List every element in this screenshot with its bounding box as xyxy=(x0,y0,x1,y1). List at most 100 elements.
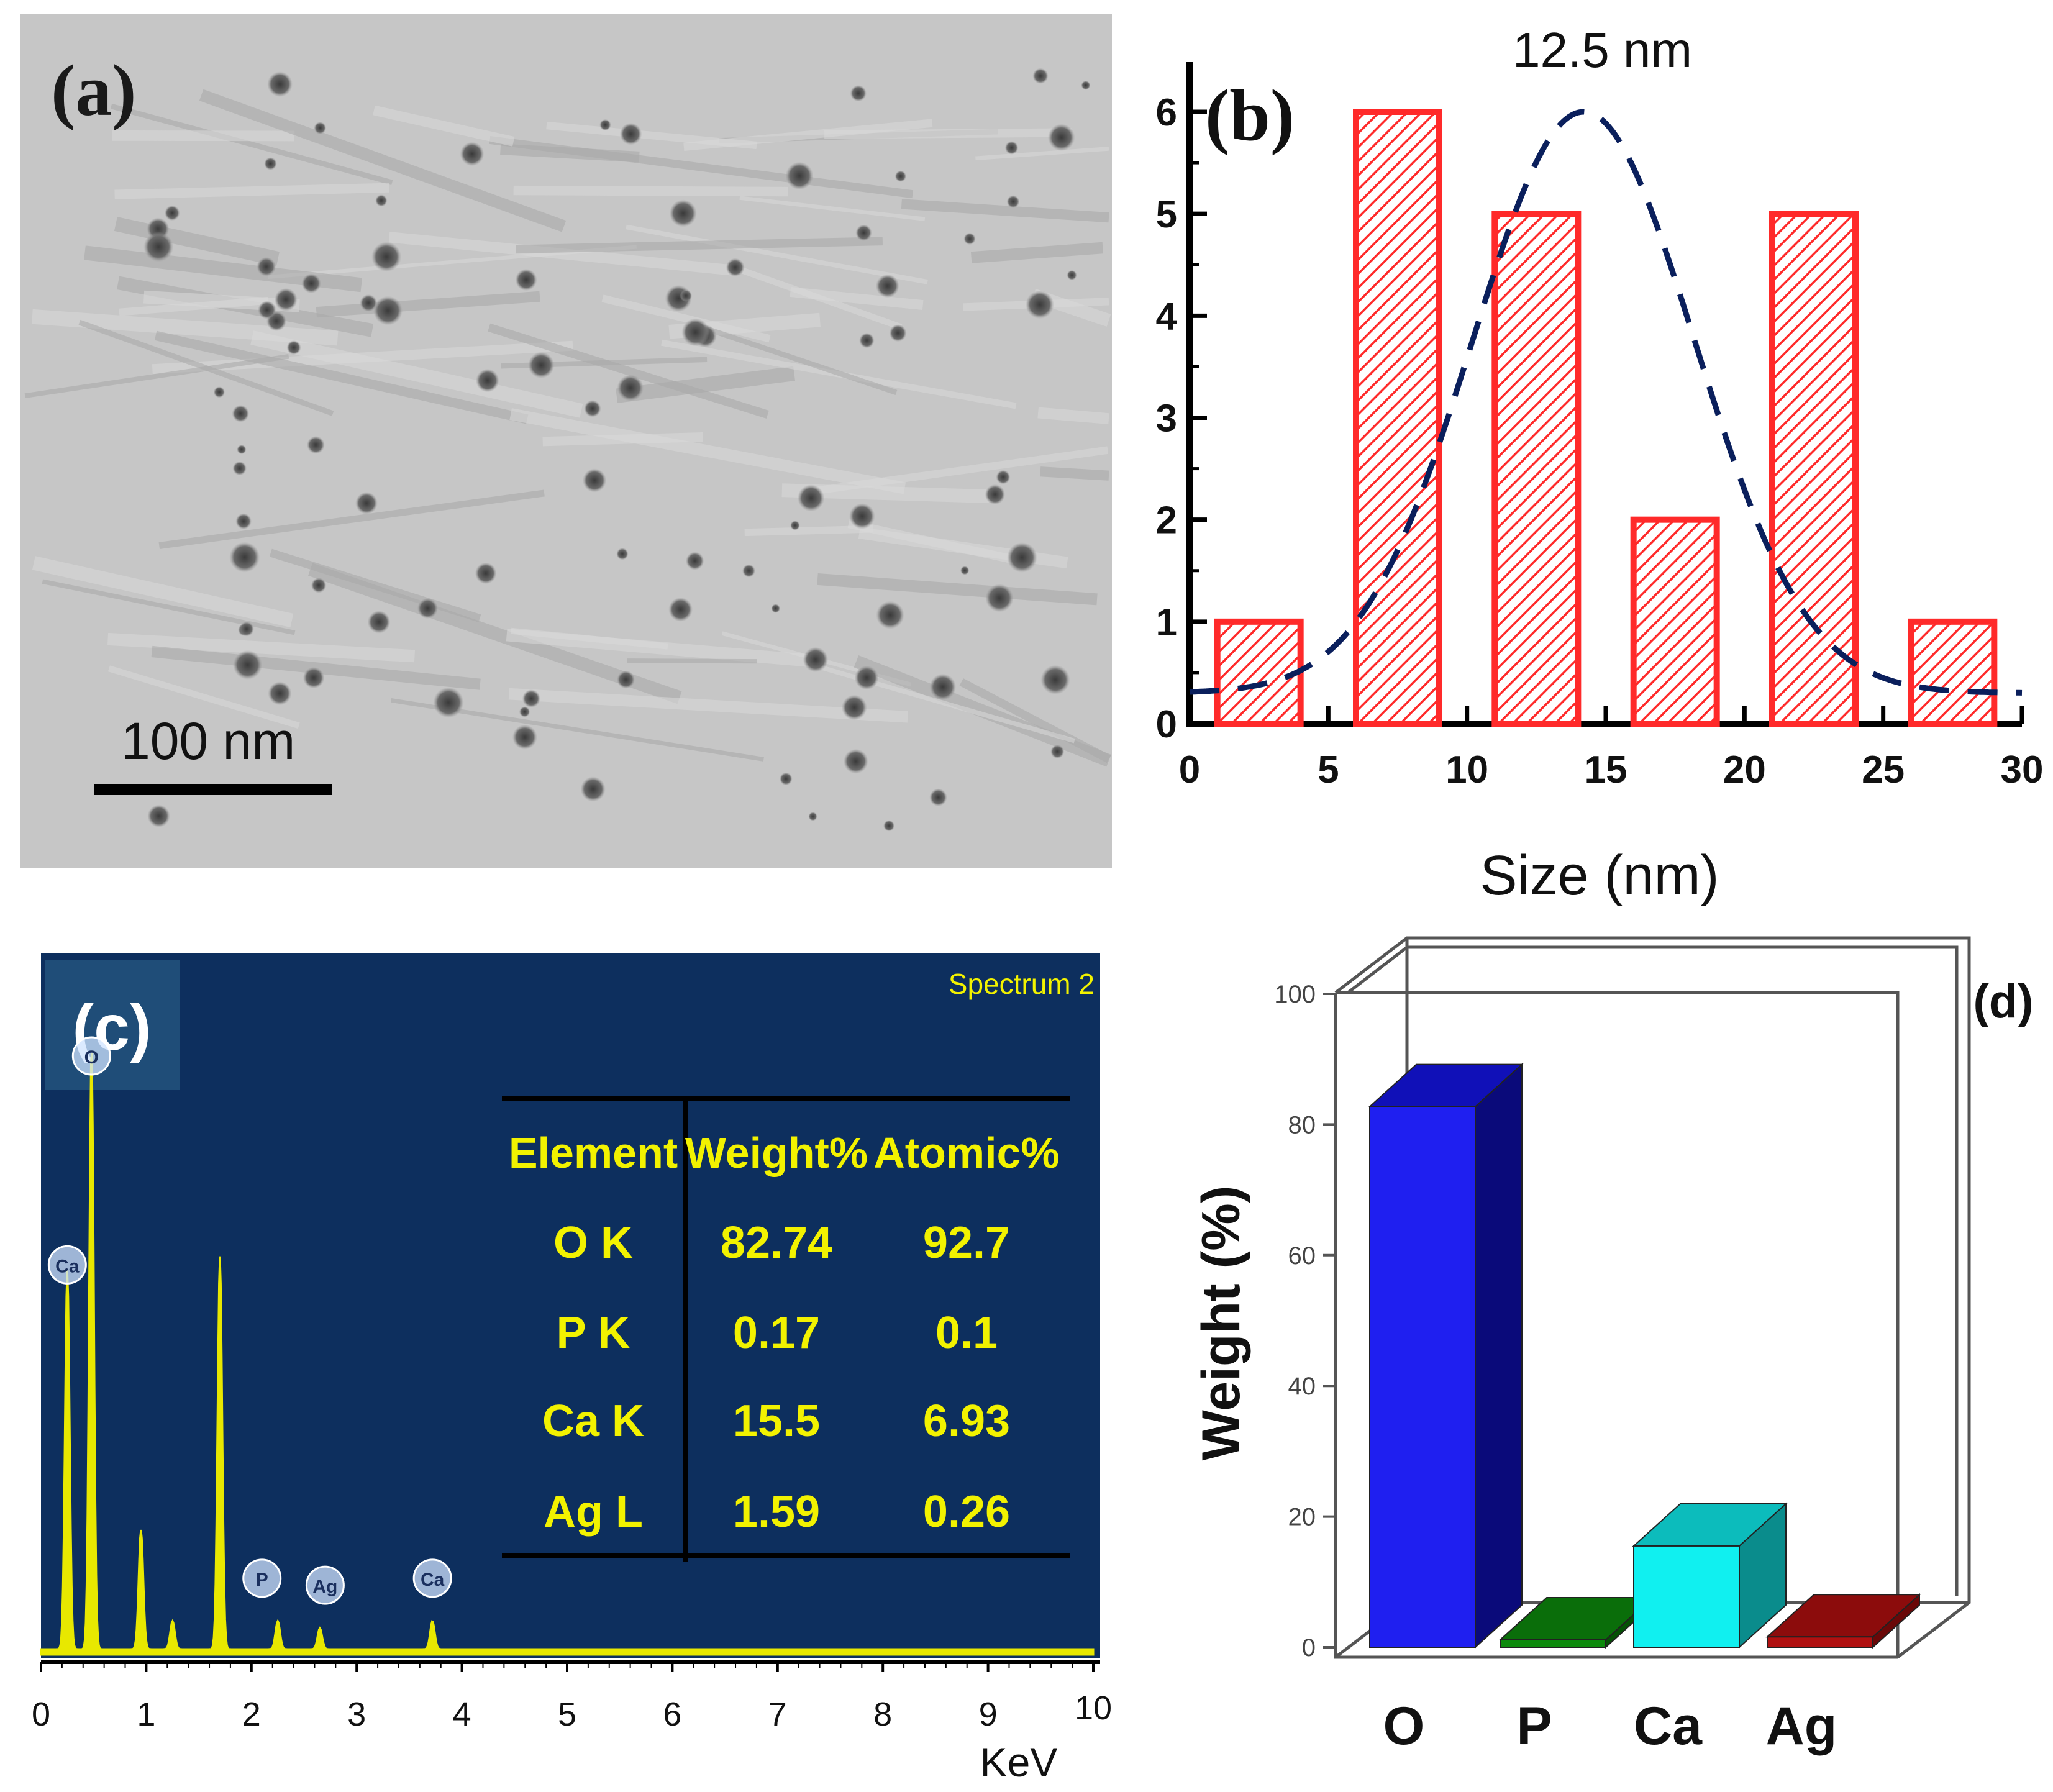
tem-fiber xyxy=(107,665,300,729)
peak-marker: O xyxy=(71,1036,111,1076)
tem-particle xyxy=(1006,195,1020,208)
table-row-ca-weight: 15.5 xyxy=(733,1396,820,1446)
x-tick-label: 25 xyxy=(1862,748,1905,791)
3d-bars xyxy=(1368,1063,1921,1649)
tem-fiber xyxy=(959,678,1111,763)
category-label: O xyxy=(1383,1696,1425,1756)
histogram-bar xyxy=(1353,109,1442,727)
tem-fiber xyxy=(616,366,795,403)
tem-particle xyxy=(854,665,879,690)
tem-particle xyxy=(850,84,867,102)
x-tick-label: 10 xyxy=(1445,748,1488,791)
tem-particle xyxy=(475,562,497,584)
table-header-atomic: Atomic% xyxy=(873,1129,1059,1177)
tem-particle xyxy=(274,288,298,311)
tem-fiber xyxy=(516,237,883,254)
tem-particle xyxy=(929,788,947,807)
tem-fiber xyxy=(901,199,1109,223)
tem-particle xyxy=(726,258,745,277)
tem-fiber xyxy=(107,632,416,663)
tem-particle xyxy=(232,404,250,422)
peak-marker-circle xyxy=(305,1565,345,1605)
panel-d-weight-3d-bars: 0 20 40 60 80 100 O P Ca Ag Weight (%) (d) xyxy=(1191,936,2034,1756)
tem-particle xyxy=(258,301,276,319)
tem-particle xyxy=(985,584,1014,612)
tem-particle xyxy=(849,503,875,529)
table-row-ca-atomic: 6.93 xyxy=(923,1396,1010,1446)
tem-particle xyxy=(996,470,1011,484)
x-tick-label: 15 xyxy=(1585,748,1627,791)
tem-particle xyxy=(1032,68,1049,84)
tem-particle xyxy=(360,294,378,312)
x-tick-label: 6 xyxy=(663,1696,681,1733)
spectrum-background xyxy=(41,953,1100,1658)
tem-fiber xyxy=(154,330,529,424)
category-label: Ag xyxy=(1766,1696,1837,1756)
y-tick-label: 80 xyxy=(1288,1111,1316,1139)
tem-particle xyxy=(1047,124,1075,152)
x-tick-label: 2 xyxy=(242,1696,261,1733)
x-tick-label: 8 xyxy=(873,1696,892,1733)
tem-fiber xyxy=(110,103,393,186)
tem-particle xyxy=(213,386,225,398)
tem-fiber xyxy=(373,105,515,147)
eds-spectrum-trace xyxy=(40,1052,1095,1656)
tem-particle xyxy=(859,332,875,348)
tem-particle xyxy=(232,461,247,476)
bar-3d xyxy=(1498,1596,1654,1649)
tem-particle xyxy=(680,289,693,302)
tem-particle xyxy=(475,368,499,393)
tem-particle xyxy=(460,142,485,166)
peak-marker: Ag xyxy=(305,1565,345,1605)
tem-fiber xyxy=(739,196,926,221)
table-header-element: Element xyxy=(509,1129,678,1177)
tem-particle xyxy=(985,484,1006,505)
y-tick-label: 40 xyxy=(1288,1373,1316,1400)
tem-particle xyxy=(616,548,629,560)
bar-3d xyxy=(1368,1063,1524,1649)
x-tick-label: 9 xyxy=(979,1696,998,1733)
peak-marker-label: P xyxy=(256,1570,268,1590)
tem-particle xyxy=(963,232,976,245)
tem-particle xyxy=(1006,542,1037,573)
x-tick-label: 30 xyxy=(2001,748,2044,791)
tem-particle xyxy=(235,513,252,530)
tem-particle xyxy=(771,604,780,613)
3d-y-axis-title: Weight (%) xyxy=(1191,1186,1251,1461)
tem-particle xyxy=(894,170,907,182)
x-tick-label: 5 xyxy=(1318,748,1339,791)
y-tick-label: 5 xyxy=(1156,193,1177,236)
tem-particle xyxy=(355,492,378,514)
tem-fiber xyxy=(199,89,567,232)
tem-fiber xyxy=(513,185,788,197)
tem-particle xyxy=(617,375,644,401)
tem-particle xyxy=(239,621,254,637)
3d-y-ticks: 0 20 40 60 80 100 xyxy=(1274,981,1336,1662)
peak-marker-label: Ca xyxy=(55,1256,80,1276)
table-row-ca-element: Ca K xyxy=(542,1396,644,1446)
tem-particle xyxy=(512,724,537,750)
y-tick-label: 4 xyxy=(1156,295,1178,338)
tem-particle xyxy=(681,318,710,347)
tem-fiber xyxy=(626,224,928,284)
tem-particle xyxy=(522,689,540,708)
tem-particle xyxy=(580,776,606,802)
tem-particle xyxy=(257,257,276,276)
x-tick-label: 10 xyxy=(1075,1690,1112,1727)
tem-particle xyxy=(669,199,697,227)
y-tick-label: 6 xyxy=(1156,91,1177,134)
tem-particle xyxy=(268,681,292,706)
tem-fiber xyxy=(511,627,668,650)
tem-particle xyxy=(855,224,872,241)
tem-particle xyxy=(875,274,899,298)
tem-particle xyxy=(237,445,247,455)
tem-particle xyxy=(301,273,321,294)
panel-a-tem-image: (a) 100 nm xyxy=(20,14,1112,868)
peak-element-markers: Ca O P Ag Ca xyxy=(47,1036,452,1605)
spectrum-x-axis-title: KeV xyxy=(980,1739,1058,1785)
tem-fiber xyxy=(744,525,873,537)
histogram-bars xyxy=(1214,109,1998,727)
3d-frame xyxy=(1334,936,1971,1659)
panel-b-label: (b) xyxy=(1205,75,1295,156)
